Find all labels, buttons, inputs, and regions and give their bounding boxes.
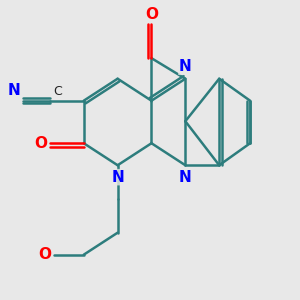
Text: N: N [179,169,192,184]
Text: O: O [34,136,47,151]
Text: N: N [111,169,124,184]
Text: C: C [53,85,62,98]
Text: N: N [8,83,20,98]
Text: O: O [145,7,158,22]
Text: N: N [179,59,192,74]
Text: O: O [38,247,51,262]
